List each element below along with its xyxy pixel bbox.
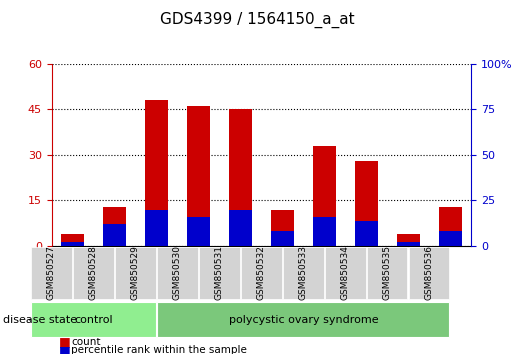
Bar: [145, 210, 168, 246]
Bar: [115, 247, 156, 299]
Text: GSM850527: GSM850527: [47, 245, 56, 301]
Bar: [145, 100, 168, 246]
Text: GSM850528: GSM850528: [89, 245, 98, 301]
Bar: [187, 106, 210, 246]
Text: disease state: disease state: [3, 315, 77, 325]
Text: ■: ■: [59, 344, 71, 354]
Bar: [199, 247, 239, 299]
Text: GSM850535: GSM850535: [383, 245, 392, 301]
Text: GDS4399 / 1564150_a_at: GDS4399 / 1564150_a_at: [160, 11, 355, 28]
Bar: [397, 242, 420, 246]
Bar: [241, 247, 282, 299]
Text: GSM850533: GSM850533: [299, 245, 308, 301]
Bar: [397, 234, 420, 246]
Bar: [229, 210, 252, 246]
Bar: [61, 242, 84, 246]
Bar: [187, 217, 210, 246]
Bar: [31, 247, 72, 299]
Bar: [325, 247, 366, 299]
Bar: [355, 161, 378, 246]
Bar: [157, 247, 198, 299]
Text: GSM850529: GSM850529: [131, 245, 140, 301]
Text: control: control: [74, 315, 113, 325]
Text: GSM850531: GSM850531: [215, 245, 224, 301]
Bar: [271, 232, 294, 246]
Bar: [313, 217, 336, 246]
Bar: [103, 224, 126, 246]
Bar: [313, 146, 336, 246]
Text: polycystic ovary syndrome: polycystic ovary syndrome: [229, 315, 378, 325]
Bar: [31, 302, 156, 337]
Bar: [73, 247, 114, 299]
Bar: [439, 232, 462, 246]
Text: GSM850532: GSM850532: [257, 245, 266, 301]
Text: percentile rank within the sample: percentile rank within the sample: [71, 345, 247, 354]
Bar: [355, 221, 378, 246]
Bar: [271, 210, 294, 246]
Bar: [61, 234, 84, 246]
Text: count: count: [71, 337, 100, 347]
Bar: [229, 109, 252, 246]
Text: GSM850534: GSM850534: [341, 245, 350, 301]
Text: ■: ■: [59, 336, 71, 348]
Bar: [367, 247, 407, 299]
Bar: [439, 206, 462, 246]
Bar: [409, 247, 450, 299]
Bar: [283, 247, 323, 299]
Text: GSM850536: GSM850536: [425, 245, 434, 301]
Bar: [103, 206, 126, 246]
Text: GSM850530: GSM850530: [173, 245, 182, 301]
Bar: [157, 302, 450, 337]
